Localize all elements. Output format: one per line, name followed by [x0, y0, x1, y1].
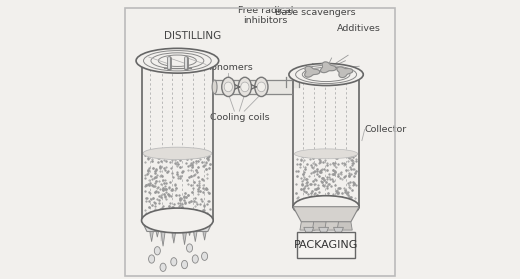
Text: Base scavengers: Base scavengers	[275, 8, 355, 17]
Text: DISTILLING: DISTILLING	[164, 31, 221, 41]
Polygon shape	[180, 219, 188, 245]
Ellipse shape	[171, 258, 177, 266]
Polygon shape	[337, 222, 352, 230]
Polygon shape	[201, 219, 209, 240]
Polygon shape	[300, 222, 315, 230]
Ellipse shape	[294, 149, 358, 159]
Text: Collector: Collector	[365, 125, 407, 134]
Ellipse shape	[222, 77, 235, 97]
Polygon shape	[337, 67, 353, 78]
Ellipse shape	[136, 48, 219, 73]
Ellipse shape	[154, 247, 160, 255]
Ellipse shape	[224, 82, 232, 92]
Polygon shape	[186, 219, 193, 236]
Ellipse shape	[160, 263, 166, 271]
Text: Monomers: Monomers	[203, 63, 253, 72]
Ellipse shape	[141, 208, 213, 233]
Ellipse shape	[187, 244, 192, 252]
Polygon shape	[170, 219, 178, 243]
Polygon shape	[313, 222, 328, 230]
Ellipse shape	[149, 255, 154, 263]
Text: Cooling coils: Cooling coils	[210, 113, 269, 122]
Polygon shape	[191, 219, 199, 242]
Ellipse shape	[255, 77, 268, 97]
Polygon shape	[293, 207, 359, 222]
Text: Free radical
inhibitors: Free radical inhibitors	[238, 6, 293, 25]
Ellipse shape	[238, 77, 252, 97]
Ellipse shape	[212, 80, 217, 94]
Polygon shape	[293, 74, 359, 207]
Ellipse shape	[202, 252, 207, 260]
Polygon shape	[159, 219, 167, 246]
Polygon shape	[324, 222, 340, 230]
Polygon shape	[153, 219, 161, 237]
Polygon shape	[141, 220, 213, 232]
Ellipse shape	[143, 147, 212, 160]
Ellipse shape	[192, 255, 198, 263]
Polygon shape	[304, 227, 314, 240]
Ellipse shape	[257, 82, 266, 92]
Ellipse shape	[289, 64, 363, 86]
Polygon shape	[141, 61, 213, 220]
Ellipse shape	[293, 196, 359, 218]
FancyBboxPatch shape	[297, 232, 355, 258]
Text: PACKAGING: PACKAGING	[294, 240, 358, 250]
Polygon shape	[148, 219, 155, 242]
Polygon shape	[333, 227, 343, 240]
Text: Additives: Additives	[337, 24, 381, 33]
Polygon shape	[319, 227, 329, 240]
Polygon shape	[305, 66, 320, 77]
Polygon shape	[320, 62, 336, 73]
Ellipse shape	[181, 260, 188, 269]
Ellipse shape	[241, 82, 249, 92]
